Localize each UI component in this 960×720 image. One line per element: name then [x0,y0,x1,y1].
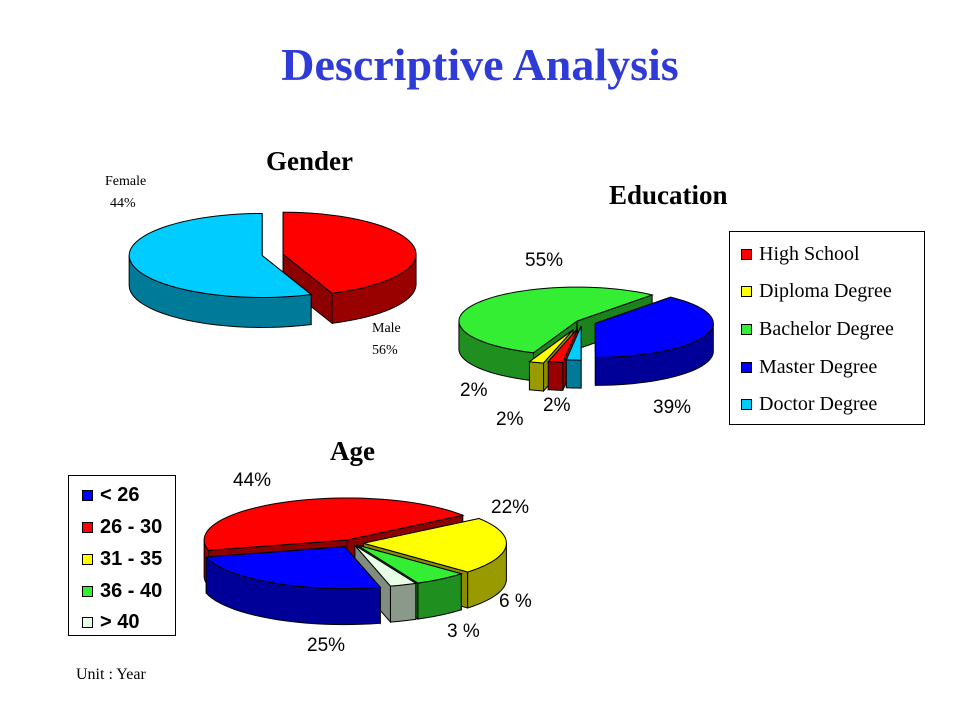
legend-swatch [82,617,93,628]
age-31-35-label: 22% [491,497,529,518]
legend-item-doctor: Doctor Degree [741,393,877,416]
legend-label: Master Degree [759,356,878,378]
slide-title: Descriptive Analysis [281,39,679,90]
education-legend: High School Diploma Degree Bachelor Degr… [729,231,925,425]
legend-swatch [741,286,752,297]
pie-slice-36-40 [356,544,464,584]
gender-female-name-label: Female [105,174,146,189]
legend-item-26-30: 26 - 30 [82,516,162,539]
education-pie-chart [458,286,714,393]
legend-item-master: Master Degree [741,356,877,379]
legend-swatch [82,490,93,501]
education-master-label: 39% [653,397,691,418]
pie-slice-male [128,212,313,298]
legend-item-31-35: 31 - 35 [82,548,162,571]
legend-item-bachelor: Bachelor Degree [741,318,894,341]
age-pie-chart [203,497,507,626]
education-chart-title: Education [609,180,728,210]
legend-label: High School [759,243,860,265]
legend-label: Bachelor Degree [759,318,894,340]
legend-label: 36 - 40 [100,580,163,602]
pie-slice-doctor-degree [565,325,582,361]
pie-slice-side--40 [389,582,417,623]
pie-slice-side-doctor-degree [565,359,582,389]
legend-item-high-school: High School [741,243,860,266]
pie-slice-side-high-school [547,361,564,391]
legend-item-over-40: > 40 [82,611,139,634]
legend-label: 26 - 30 [100,516,163,538]
pie-slice-master-degree [594,296,714,358]
age-chart-title: Age [330,436,375,466]
legend-swatch [741,362,752,373]
legend-item-diploma: Diploma Degree [741,280,892,303]
legend-label: 31 - 35 [100,548,163,570]
legend-swatch [741,249,752,260]
pie-slice-side-diploma-degree [528,361,545,392]
age-over-40-label: 3 % [447,621,480,642]
gender-male-name-label: Male [372,321,401,336]
age-under-26-label: 25% [307,635,345,656]
legend-label: < 26 [100,484,140,506]
gender-chart-title: Gender [266,146,353,176]
education-bachelor-label: 55% [525,250,563,271]
education-doctor-label: 2% [543,395,571,416]
gender-pie-chart [128,211,417,328]
unit-note: Unit : Year [76,666,146,683]
pie-slice-diploma-degree [528,329,574,364]
pie-slice-bachelor-degree [458,286,654,354]
education-diploma-label: 2% [496,409,524,430]
legend-item-36-40: 36 - 40 [82,580,162,603]
pie-slice-31-35 [363,518,507,573]
pie-slice-26-30 [203,497,465,551]
legend-label: > 40 [100,611,140,633]
gender-female-pct-label: 44% [110,196,136,211]
gender-male-pct-label: 56% [372,343,398,358]
legend-swatch [741,399,752,410]
legend-swatch [82,586,93,597]
legend-label: Doctor Degree [759,393,878,415]
age-legend: < 26 26 - 30 31 - 35 36 - 40 > 40 [68,475,176,636]
pie-slice-high-school [547,328,579,363]
age-36-40-label: 6 % [499,591,532,612]
legend-item-under-26: < 26 [82,484,139,507]
pie-slice--40 [354,544,418,587]
age-26-30-label: 44% [233,470,271,491]
legend-swatch [82,522,93,533]
pie-slice-female [282,211,417,294]
pie-slice--26 [205,546,382,590]
legend-swatch [741,324,752,335]
legend-label: Diploma Degree [759,280,892,302]
legend-swatch [82,554,93,565]
education-highschool-label: 2% [460,380,488,401]
